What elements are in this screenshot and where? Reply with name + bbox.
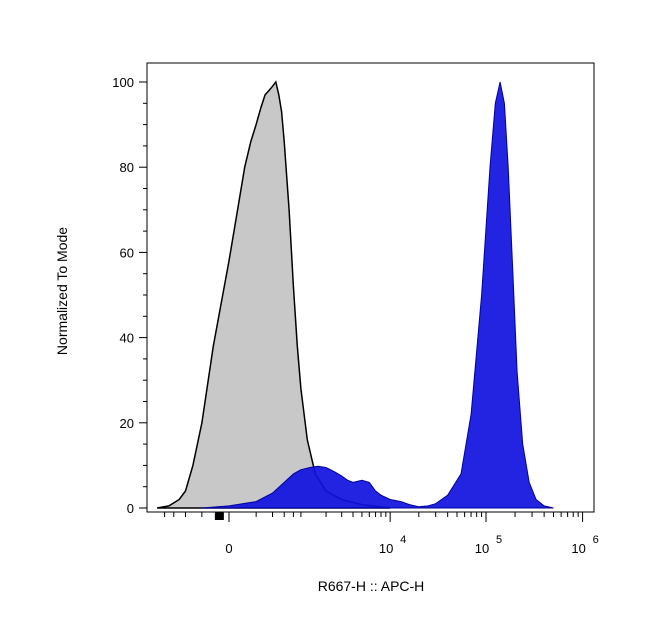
y-tick-label: 40 (120, 331, 134, 346)
x-tick-label: 10 (571, 541, 585, 556)
y-tick-label: 100 (112, 75, 134, 90)
x-axis-title: R667-H :: APC-H (318, 578, 425, 594)
x-axis: 0 10 4 10 5 10 6 (164, 512, 599, 556)
y-tick-label: 0 (127, 501, 134, 516)
x-tick-exponent: 4 (400, 534, 406, 546)
y-tick-label: 80 (120, 160, 134, 175)
x-tick-label: 0 (225, 541, 232, 556)
y-tick-label: 60 (120, 245, 134, 260)
x-tick-label: 10 (379, 541, 393, 556)
y-axis-title: Normalized To Mode (54, 227, 70, 355)
y-axis: 0 20 40 60 80 100 (112, 75, 147, 516)
series-layer (156, 80, 554, 509)
x-tick-label: 10 (475, 541, 489, 556)
x-zero-tick-cluster (214, 512, 224, 520)
series-area-0 (156, 80, 391, 509)
y-tick-label: 20 (120, 416, 134, 431)
plot-frame (146, 62, 595, 513)
x-tick-exponent: 5 (496, 534, 502, 546)
series-area-1 (201, 81, 554, 509)
x-tick-exponent: 6 (593, 534, 599, 546)
